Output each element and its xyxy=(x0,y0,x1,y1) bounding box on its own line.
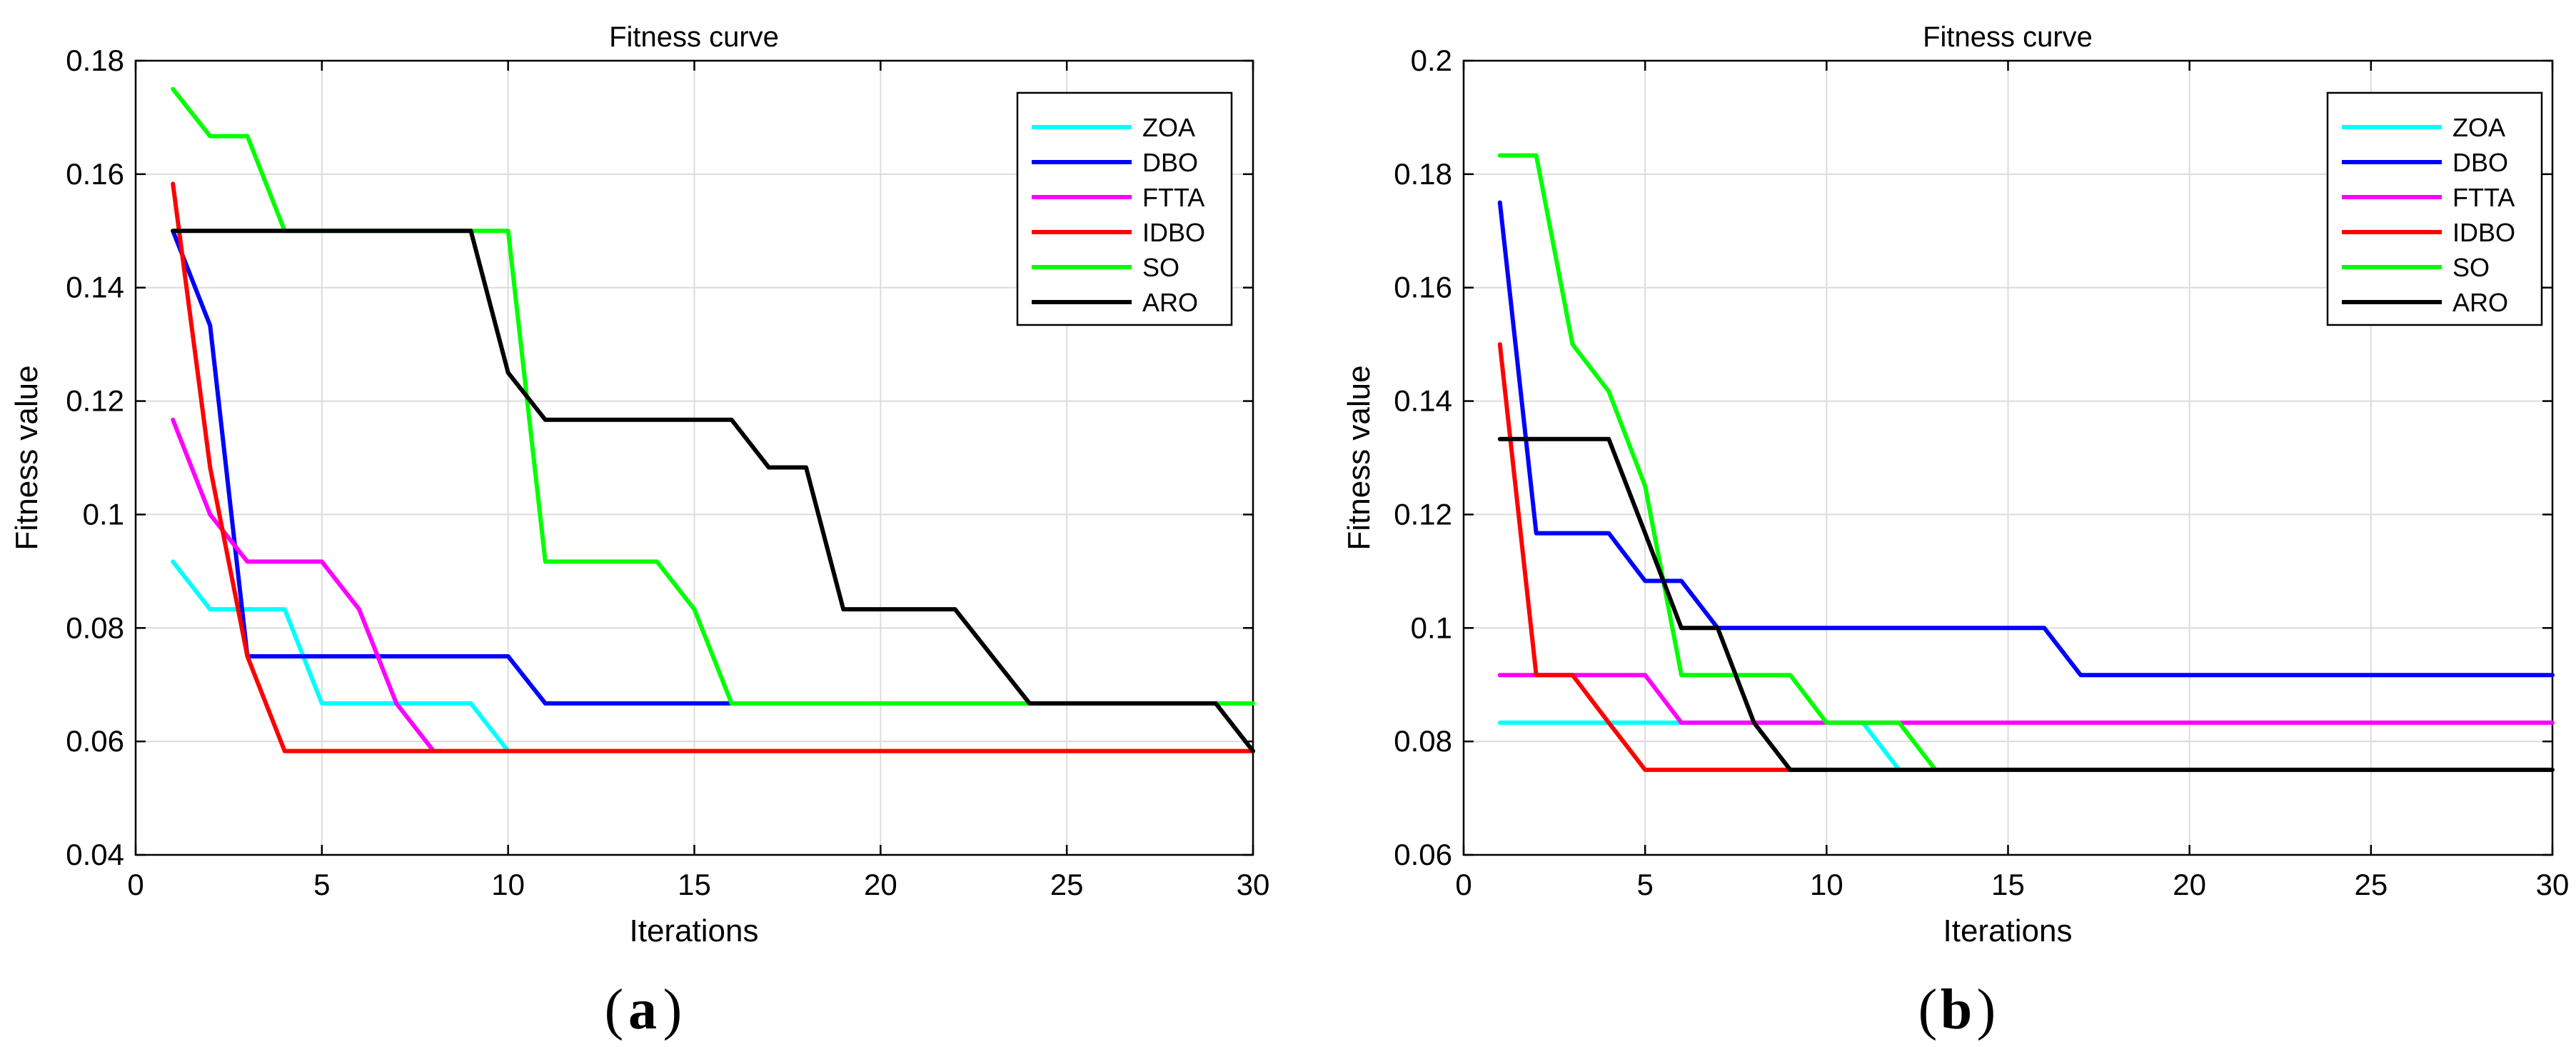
y-tick-label: 0.06 xyxy=(66,724,124,758)
x-tick-label: 15 xyxy=(1991,868,2025,901)
series-line-so xyxy=(1497,153,1938,772)
panel-label-open: ( xyxy=(1918,978,1938,1041)
x-axis-label: Iterations xyxy=(630,913,759,948)
panel-label: b xyxy=(1941,978,1973,1041)
x-tick-label: 5 xyxy=(1636,868,1653,901)
chart-panel-a: 0 5 10 15 20 25 30 0.04 0.06 0.08 0.1 0.12 0.14 0.16 0… xyxy=(9,21,1269,1041)
series-line-aro xyxy=(171,229,1255,753)
x-tick-label: 10 xyxy=(1810,868,1843,901)
y-tick-label: 0.18 xyxy=(66,44,124,77)
y-tick-label: 0.12 xyxy=(1394,497,1452,531)
y-tick-label: 0.18 xyxy=(1394,157,1452,191)
legend-label-aro: ARO xyxy=(2452,288,2508,317)
legend-label-dbo: DBO xyxy=(2452,148,2508,177)
panel-label-group: ( a ) xyxy=(605,978,683,1041)
panel-label-close: ) xyxy=(1977,978,1996,1041)
axis-ticks: 0 5 10 15 20 25 30 0.06 0.08 0.1 0.12 0.14 0.16 0.18 0… xyxy=(1394,44,2569,901)
legend-label-so: SO xyxy=(2452,253,2490,282)
panel-label-close: ) xyxy=(663,978,683,1041)
chart-title: Fitness curve xyxy=(1923,21,2093,53)
x-tick-label: 10 xyxy=(491,868,525,901)
y-tick-label: 0.1 xyxy=(1411,611,1452,644)
series-line-dbo xyxy=(1497,200,2555,678)
legend-box xyxy=(2326,91,2543,326)
x-tick-label: 30 xyxy=(2536,868,2570,901)
x-tick-label: 0 xyxy=(1455,868,1471,901)
legend-label-idbo: IDBO xyxy=(1142,218,1205,247)
y-axis-label: Fitness value xyxy=(1342,365,1377,550)
chart-panel-b: 0 5 10 15 20 25 30 0.06 0.08 0.1 0.12 0.14 0.16 0.18 0… xyxy=(1342,21,2569,1041)
panel-label-open: ( xyxy=(605,978,624,1041)
series-line-idbo xyxy=(171,181,1255,753)
panel-label-group: ( b ) xyxy=(1918,978,1996,1041)
series-line-dbo xyxy=(171,229,734,706)
legend: ZOA DBO FTTA IDBO SO ARO xyxy=(2326,91,2543,326)
axis-ticks: 0 5 10 15 20 25 30 0.04 0.06 0.08 0.1 0.12 0.14 0.16 0… xyxy=(66,44,1269,901)
legend-label-idbo: IDBO xyxy=(2452,218,2515,247)
series-lines xyxy=(1497,153,2555,772)
legend-label-ftta: FTTA xyxy=(1142,183,1204,212)
x-axis-label: Iterations xyxy=(1943,913,2073,948)
series-line-zoa xyxy=(171,559,510,753)
x-tick-label: 5 xyxy=(313,868,330,901)
chart-title: Fitness curve xyxy=(609,21,779,53)
series-line-aro xyxy=(1497,436,2555,772)
series-line-ftta xyxy=(171,417,436,753)
x-tick-label: 25 xyxy=(2354,868,2388,901)
y-tick-label: 0.1 xyxy=(83,497,124,531)
series-line-idbo xyxy=(1497,342,1829,772)
panel-label: a xyxy=(628,978,657,1041)
legend-label-aro: ARO xyxy=(1142,288,1198,317)
x-tick-label: 15 xyxy=(678,868,711,901)
x-tick-label: 30 xyxy=(1237,868,1270,901)
y-tick-label: 0.04 xyxy=(66,838,124,871)
y-tick-label: 0.14 xyxy=(66,271,124,304)
y-axis-label: Fitness value xyxy=(9,365,44,550)
x-tick-label: 0 xyxy=(127,868,144,901)
y-tick-label: 0.08 xyxy=(1394,724,1452,758)
legend-label-so: SO xyxy=(1142,253,1179,282)
legend-label-ftta: FTTA xyxy=(2452,183,2515,212)
series-lines xyxy=(171,86,1255,753)
y-tick-label: 0.06 xyxy=(1394,838,1452,871)
legend-label-zoa: ZOA xyxy=(2452,113,2505,142)
y-tick-label: 0.16 xyxy=(66,157,124,191)
y-tick-label: 0.16 xyxy=(1394,271,1452,304)
x-tick-label: 20 xyxy=(2173,868,2206,901)
legend-label-zoa: ZOA xyxy=(1142,113,1195,142)
legend: ZOA DBO FTTA IDBO SO ARO xyxy=(1016,91,1233,326)
y-tick-label: 0.2 xyxy=(1411,44,1452,77)
legend-label-dbo: DBO xyxy=(1142,148,1198,177)
y-tick-label: 0.12 xyxy=(66,384,124,418)
legend-box xyxy=(1016,91,1233,326)
x-tick-label: 20 xyxy=(864,868,897,901)
x-tick-label: 25 xyxy=(1050,868,1084,901)
y-tick-label: 0.14 xyxy=(1394,384,1452,418)
y-tick-label: 0.08 xyxy=(66,611,124,644)
